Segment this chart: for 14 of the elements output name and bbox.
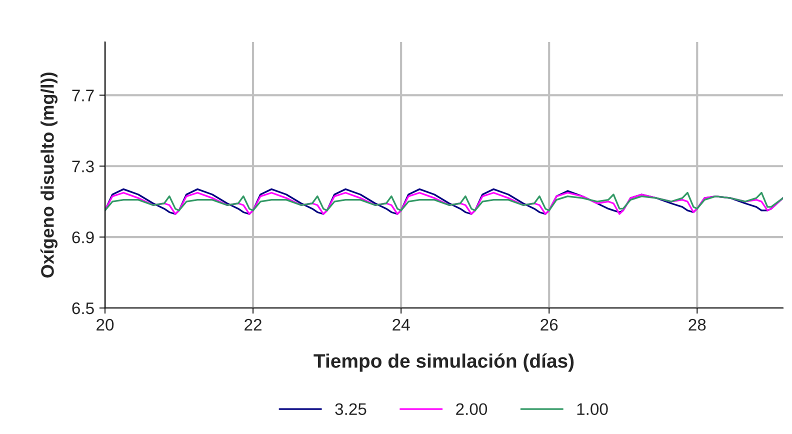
y-tick-label: 6.9 xyxy=(72,231,94,244)
x-tick-label: 26 xyxy=(540,318,558,331)
y-tick-label: 6.5 xyxy=(72,302,94,314)
x-axis-title: Tiempo de simulación (días) xyxy=(314,353,574,372)
legend-label: 3.25 xyxy=(335,403,366,416)
x-tick-label: 20 xyxy=(96,318,114,331)
x-tick-label: 28 xyxy=(688,318,706,331)
y-axis-title: Oxígeno disuelto (mg/l)) xyxy=(40,72,58,278)
legend-label: 1.00 xyxy=(577,403,608,416)
y-tick-label: 7.3 xyxy=(72,160,94,172)
legend-label: 2.00 xyxy=(456,403,488,416)
x-tick-label: 22 xyxy=(244,318,262,330)
y-tick-label: 7.7 xyxy=(72,90,94,102)
x-tick-label: 24 xyxy=(392,318,410,330)
